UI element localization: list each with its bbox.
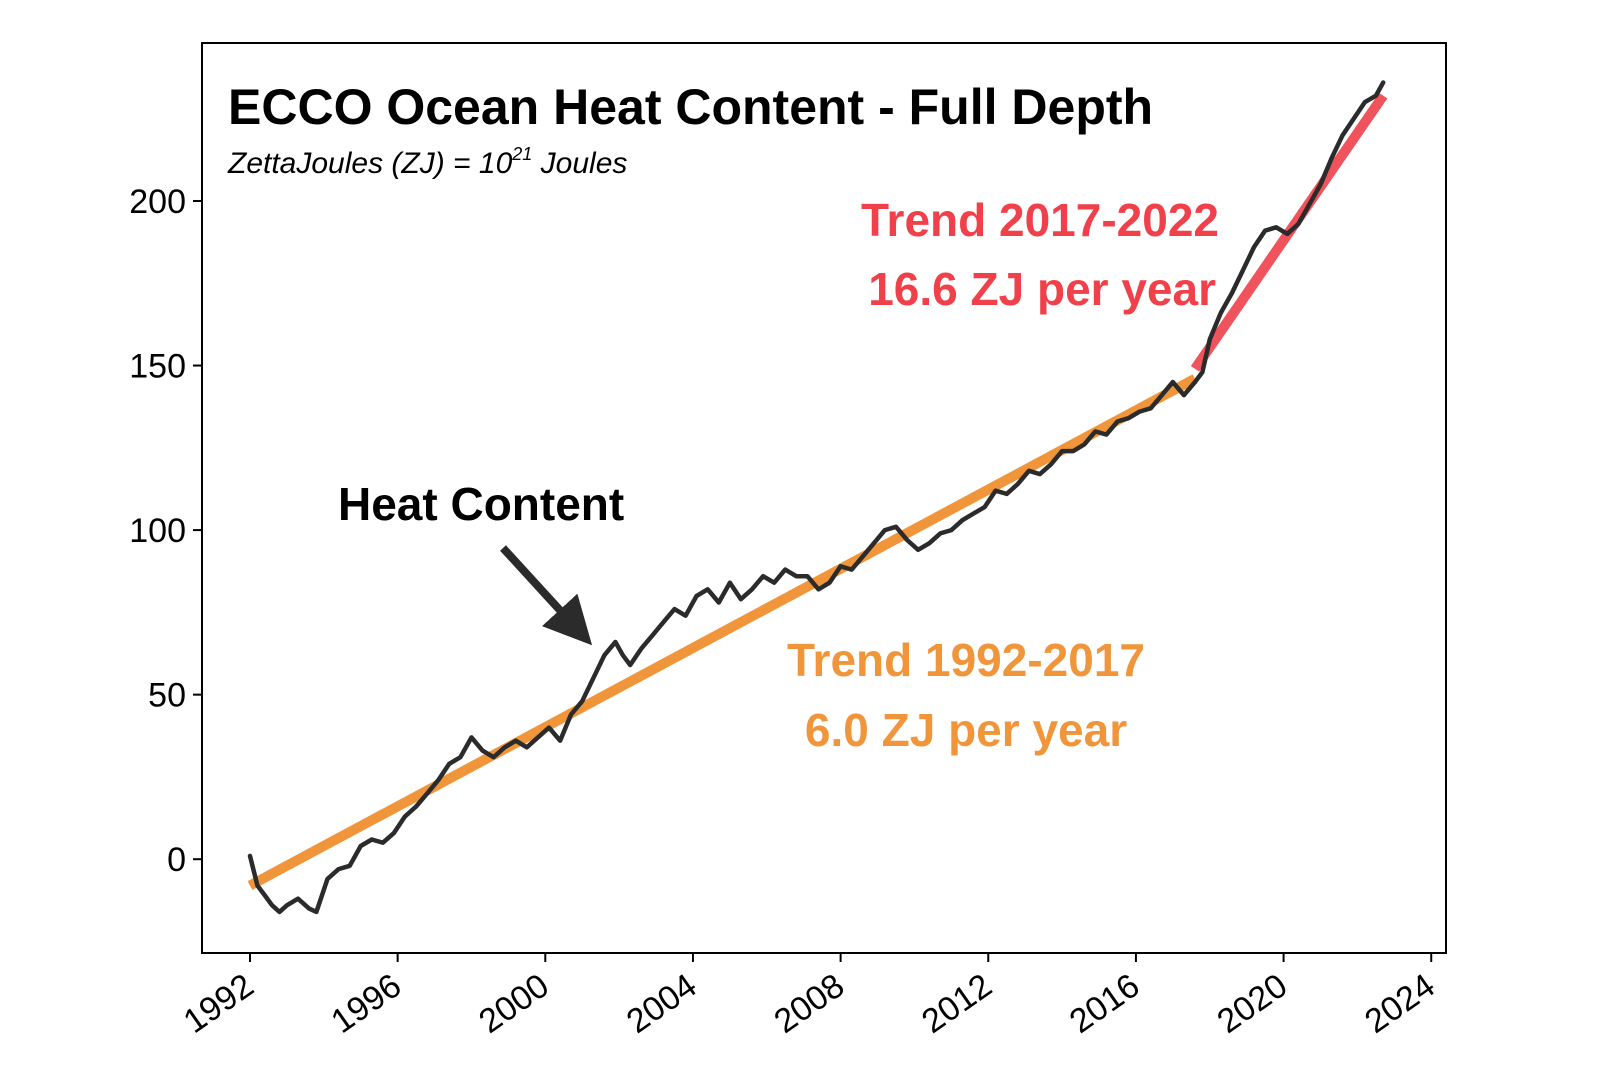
- y-axis: 0 50 100 150 200: [129, 183, 202, 879]
- x-tick-label: 2016: [1063, 966, 1147, 1041]
- trend-early-label-line2: 6.0 ZJ per year: [805, 704, 1127, 756]
- subtitle-superscript: 21: [511, 144, 532, 164]
- x-axis: 1992 1996 2000 2004 2008 2012 2016 2020 2024: [177, 953, 1442, 1041]
- x-tick-label: 2004: [620, 966, 704, 1041]
- x-tick-label: 2020: [1210, 966, 1294, 1041]
- x-tick-label: 2012: [915, 966, 999, 1041]
- y-tick-label: 0: [167, 841, 186, 879]
- x-tick-label: 2024: [1358, 966, 1442, 1041]
- plot-frame: [201, 42, 1447, 954]
- heat-content-line: [247, 80, 1386, 915]
- x-tick-label: 1992: [177, 966, 261, 1041]
- y-tick-label: 150: [129, 348, 186, 386]
- y-tick-label: 200: [129, 183, 186, 221]
- subtitle-suffix: Joules: [532, 147, 627, 180]
- x-tick-label: 2008: [767, 966, 851, 1041]
- trend-recent-label-line1: Trend 2017-2022: [861, 194, 1219, 246]
- chart-subtitle: ZettaJoules (ZJ) = 1021 Joules: [227, 144, 627, 180]
- chart-title: ECCO Ocean Heat Content - Full Depth: [228, 79, 1153, 135]
- trend-recent-label-line2: 16.6 ZJ per year: [868, 263, 1216, 315]
- y-tick-label: 50: [148, 677, 186, 715]
- x-tick-label: 1996: [324, 966, 408, 1041]
- x-tick-label: 2000: [472, 966, 556, 1041]
- heat-content-arrow: [500, 545, 593, 646]
- subtitle-text: ZettaJoules (ZJ) = 10: [227, 147, 513, 180]
- heat-content-label: Heat Content: [338, 478, 624, 530]
- trend-early-label-line1: Trend 1992-2017: [787, 634, 1145, 686]
- y-tick-label: 100: [129, 512, 186, 550]
- trend-line-1992-2017: [247, 374, 1198, 890]
